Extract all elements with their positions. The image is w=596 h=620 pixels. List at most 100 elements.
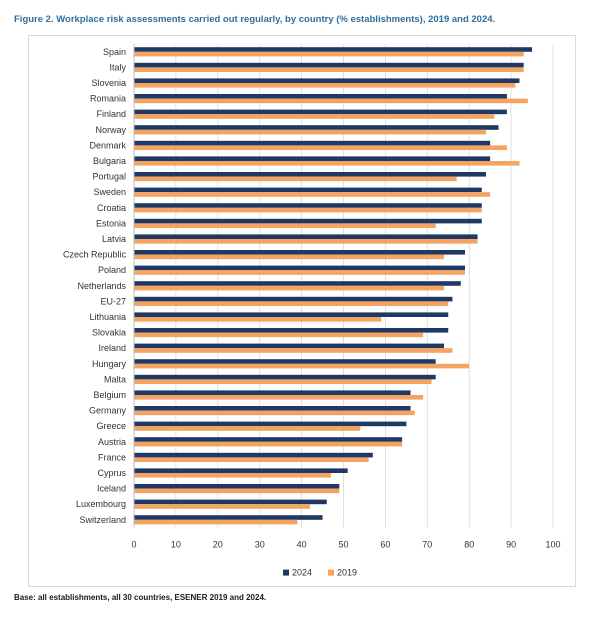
category-label: Hungary (92, 359, 127, 369)
bar-2019 (134, 426, 361, 431)
bar-2024 (134, 452, 373, 458)
bar-2024 (134, 156, 491, 161)
bar-2019 (134, 176, 457, 182)
x-tick-label: 30 (255, 540, 265, 550)
bar-2019 (134, 504, 310, 509)
bar-2024 (134, 172, 486, 177)
bar-2019 (134, 67, 524, 72)
category-label: Denmark (89, 140, 126, 150)
category-label: Iceland (97, 484, 126, 494)
bar-2019 (134, 114, 495, 119)
bar-2024 (134, 250, 466, 255)
bar-2019 (134, 129, 486, 135)
x-tick-label: 60 (380, 540, 390, 550)
bar-2024 (134, 62, 524, 68)
category-label: Romania (90, 94, 126, 104)
bar-2019 (134, 410, 415, 416)
legend-label: 2019 (337, 568, 357, 578)
x-tick-label: 70 (422, 540, 432, 550)
category-label: Ireland (98, 343, 126, 353)
category-label: Netherlands (77, 281, 126, 291)
x-tick-label: 90 (506, 540, 516, 550)
bar-2019 (134, 519, 298, 525)
category-label: France (98, 452, 126, 462)
bar-2024 (134, 406, 411, 411)
bar-2019 (134, 270, 466, 275)
bar-2024 (134, 468, 348, 473)
bar-2019 (134, 239, 478, 244)
legend-swatch-2019 (328, 569, 334, 576)
category-label: Sweden (93, 187, 126, 197)
bar-2024 (134, 328, 449, 333)
x-tick-label: 40 (297, 540, 307, 550)
bar-2019 (134, 332, 424, 338)
bar-2019 (134, 348, 453, 353)
x-tick-label: 80 (464, 540, 474, 550)
bar-2024 (134, 390, 411, 395)
category-label: Belgium (93, 390, 126, 400)
x-tick-label: 20 (213, 540, 223, 550)
bar-2024 (134, 421, 407, 427)
category-label: Bulgaria (93, 156, 126, 166)
x-tick-label: 10 (171, 540, 181, 550)
chart-title: Figure 2. Workplace risk assessments car… (14, 14, 496, 25)
bar-2024 (134, 78, 520, 83)
category-label: Estonia (96, 218, 126, 228)
legend-swatch-2024 (283, 569, 289, 576)
bar-2019 (134, 285, 445, 291)
bar-2024 (134, 265, 466, 271)
bar-2019 (134, 145, 507, 150)
bar-2024 (134, 125, 499, 130)
category-label: Czech Republic (63, 250, 127, 260)
category-label: Norway (95, 125, 126, 135)
category-label: Finland (96, 109, 126, 119)
category-label: Slovakia (92, 328, 126, 338)
x-tick-label: 50 (338, 540, 348, 550)
bar-2024 (134, 281, 461, 286)
legend-label: 2024 (292, 568, 312, 578)
bar-2019 (134, 161, 520, 166)
bar-2024 (134, 187, 482, 193)
category-label: Croatia (97, 203, 126, 213)
bar-2024 (134, 374, 436, 380)
bar-2024 (134, 203, 482, 208)
bar-2024 (134, 437, 403, 442)
bar-2024 (134, 484, 340, 489)
bar-2024 (134, 218, 482, 224)
bar-2024 (134, 296, 453, 302)
bar-2024 (134, 140, 491, 146)
category-label: Germany (89, 406, 127, 416)
bar-2024 (134, 312, 449, 317)
footnote: Base: all establishments, all 30 countri… (14, 593, 267, 602)
category-label: Switzerland (79, 515, 126, 525)
chart-frame (28, 35, 576, 587)
x-tick-label: 100 (545, 540, 560, 550)
bar-2024 (134, 343, 445, 349)
category-label: Cyprus (97, 468, 126, 478)
bar-2019 (134, 192, 491, 197)
bar-2019 (134, 441, 403, 447)
category-label: Italy (109, 62, 126, 72)
bar-2019 (134, 457, 369, 462)
category-label: Spain (103, 47, 126, 57)
bar-2019 (134, 51, 524, 57)
bar-2019 (134, 83, 516, 88)
bar-2019 (134, 207, 482, 213)
bar-2024 (134, 109, 507, 115)
bar-2019 (134, 488, 340, 494)
category-label: Poland (98, 265, 126, 275)
bar-2019 (134, 363, 470, 369)
x-tick-label: 0 (131, 540, 136, 550)
bar-2024 (134, 94, 507, 99)
bar-2024 (134, 499, 327, 505)
bar-2024 (134, 47, 533, 52)
bar-2019 (134, 379, 432, 384)
bar-2019 (134, 301, 449, 306)
category-label: Malta (104, 374, 126, 384)
category-label: Luxembourg (76, 499, 126, 509)
category-label: Slovenia (91, 78, 126, 88)
bar-2024 (134, 234, 478, 239)
bar-2024 (134, 515, 323, 520)
bar-2024 (134, 359, 436, 364)
